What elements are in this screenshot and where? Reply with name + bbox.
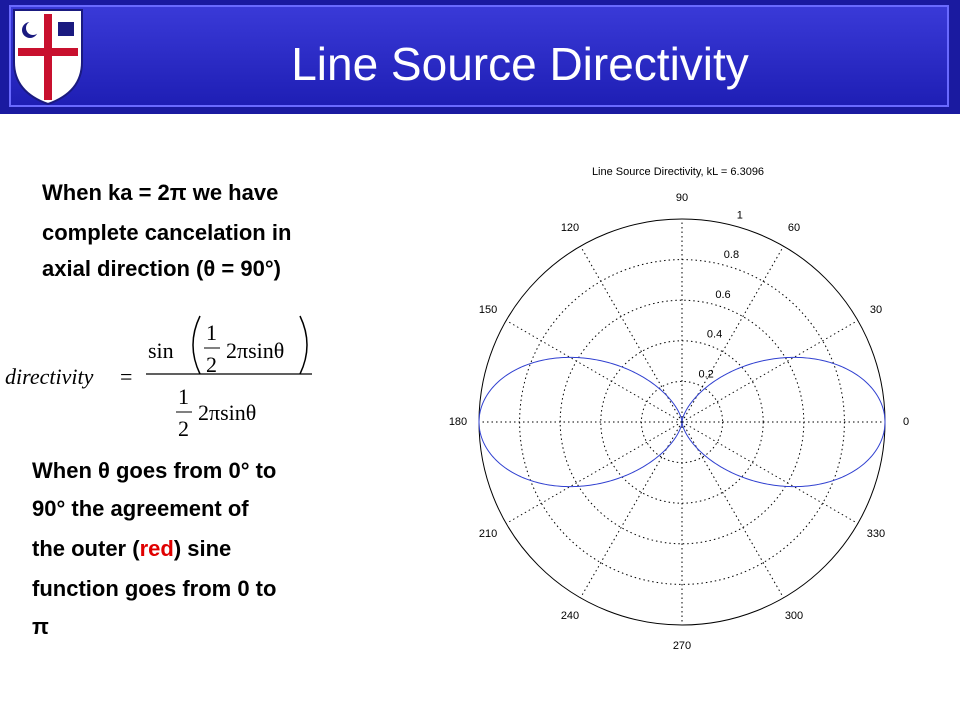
r-tick-label: 0.2 — [698, 368, 713, 380]
logo — [13, 9, 83, 106]
text-line: axial direction (θ = 90°) — [42, 256, 281, 281]
text-span: the outer ( — [32, 536, 140, 561]
directivity-curve — [478, 356, 886, 488]
text-line: complete cancelation in — [42, 220, 291, 245]
slide-title: Line Source Directivity — [291, 38, 749, 90]
spoke — [505, 320, 683, 423]
plot-title: Line Source Directivity, kL = 6.3096 — [592, 166, 764, 178]
text-line: π — [32, 614, 49, 639]
angle-label: 150 — [479, 304, 497, 316]
angle-label: 300 — [785, 610, 803, 622]
angle-label: 210 — [479, 528, 497, 540]
formula-num: 1 — [206, 320, 217, 345]
formula-arg: 2πsinθ — [226, 338, 284, 363]
text-line: 90° the agreement of — [32, 496, 249, 521]
angle-label: 90 — [676, 192, 688, 204]
text-line: When ka = 2π we have — [42, 180, 278, 205]
angle-label: 180 — [449, 416, 467, 428]
formula-num: 2 — [206, 352, 217, 377]
text-block-2: When θ goes from 0° to 90° the agreement… — [32, 458, 276, 639]
header: Line Source Directivity — [0, 0, 960, 114]
angle-label: 120 — [561, 222, 579, 234]
text-span: ) sine — [174, 536, 231, 561]
formula-lhs: directivity — [5, 364, 94, 389]
text-block-1: When ka = 2π we have complete cancelatio… — [42, 180, 291, 281]
r-tick-label: 0.6 — [715, 289, 730, 301]
angle-label: 330 — [867, 528, 885, 540]
polar-plot: 0.2 0.4 0.6 0.8 1 0 30 60 90 120 150 180 210 240 270 30… — [449, 192, 909, 652]
text-line: When θ goes from 0° to — [32, 458, 276, 483]
r-tick-label: 0.4 — [707, 329, 722, 341]
r-tick-label: 1 — [737, 210, 743, 222]
highlight: red — [140, 536, 174, 561]
formula-num: 2 — [178, 416, 189, 441]
spoke — [505, 421, 683, 524]
formula-equals: = — [120, 364, 132, 389]
spoke — [681, 421, 859, 524]
angle-label: 0 — [903, 416, 909, 428]
r-tick-label: 0.8 — [724, 249, 739, 261]
formula-num: 1 — [178, 384, 189, 409]
formula-fn: sin — [148, 338, 174, 363]
angle-label: 270 — [673, 640, 691, 652]
formula-arg: 2πsinθ — [198, 400, 256, 425]
angle-label: 30 — [870, 304, 882, 316]
angle-label: 240 — [561, 610, 579, 622]
text-line: function goes from 0 to — [32, 576, 276, 601]
formula: directivity = sin 1 2 2πsinθ 1 2 2πsinθ — [5, 315, 312, 441]
angle-label: 60 — [788, 222, 800, 234]
text-line: the outer (red) sine — [32, 536, 231, 561]
